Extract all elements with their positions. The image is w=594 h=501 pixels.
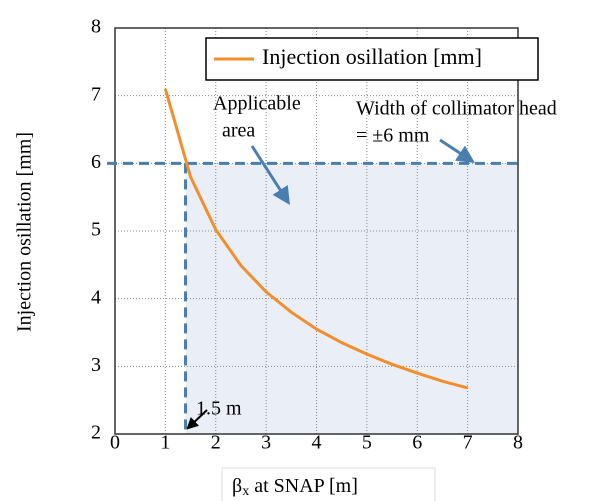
x-tick-label: 8 — [513, 432, 523, 454]
arrow — [250, 145, 290, 206]
arrow — [186, 409, 208, 430]
x-tick-label: 5 — [362, 432, 372, 454]
data-line — [163, 88, 469, 390]
annotation: = ±6 mm — [356, 125, 430, 147]
xlabel-box — [221, 467, 436, 501]
legend-box — [205, 37, 539, 81]
y-tick-label: 7 — [91, 83, 101, 105]
y-tick-label: 4 — [91, 286, 101, 308]
annotation: Applicable — [213, 93, 301, 115]
plot-area — [114, 27, 519, 435]
x-tick-label: 3 — [261, 432, 271, 454]
x-tick-label: 4 — [312, 432, 322, 454]
x-tick-label: 6 — [412, 432, 422, 454]
legend-label: Injection osillation [mm] — [262, 44, 482, 69]
annotation: area — [222, 120, 255, 142]
y-tick-label: 3 — [91, 354, 101, 376]
applicable-area — [185, 163, 518, 435]
annotation: 1.5 m — [196, 398, 242, 420]
annotation: Width of collimator head — [356, 98, 557, 120]
y-tick-label: 5 — [91, 219, 101, 241]
y-tick-label: 6 — [91, 151, 101, 173]
x-tick-label: 2 — [211, 432, 221, 454]
plot-frame — [114, 27, 519, 435]
x-axis-label: βx at SNAP [m] — [232, 475, 358, 500]
arrow — [439, 138, 476, 163]
y-tick-label: 2 — [91, 422, 101, 444]
x-tick-label: 7 — [463, 432, 473, 454]
x-tick-label: 1 — [160, 432, 170, 454]
y-axis-label: Injection osillation [mm] — [14, 132, 36, 332]
y-tick-label: 8 — [91, 16, 101, 38]
x-tick-label: 0 — [110, 432, 120, 454]
